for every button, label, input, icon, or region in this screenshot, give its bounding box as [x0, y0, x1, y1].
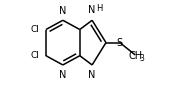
- Text: CH: CH: [128, 51, 142, 61]
- Text: N: N: [88, 70, 96, 80]
- Text: N: N: [88, 5, 96, 15]
- Text: N: N: [59, 6, 66, 16]
- Text: Cl: Cl: [31, 25, 40, 34]
- Text: Cl: Cl: [31, 51, 40, 60]
- Text: N: N: [59, 70, 66, 80]
- Text: H: H: [96, 4, 102, 13]
- Text: 3: 3: [140, 54, 145, 63]
- Text: S: S: [117, 38, 123, 48]
